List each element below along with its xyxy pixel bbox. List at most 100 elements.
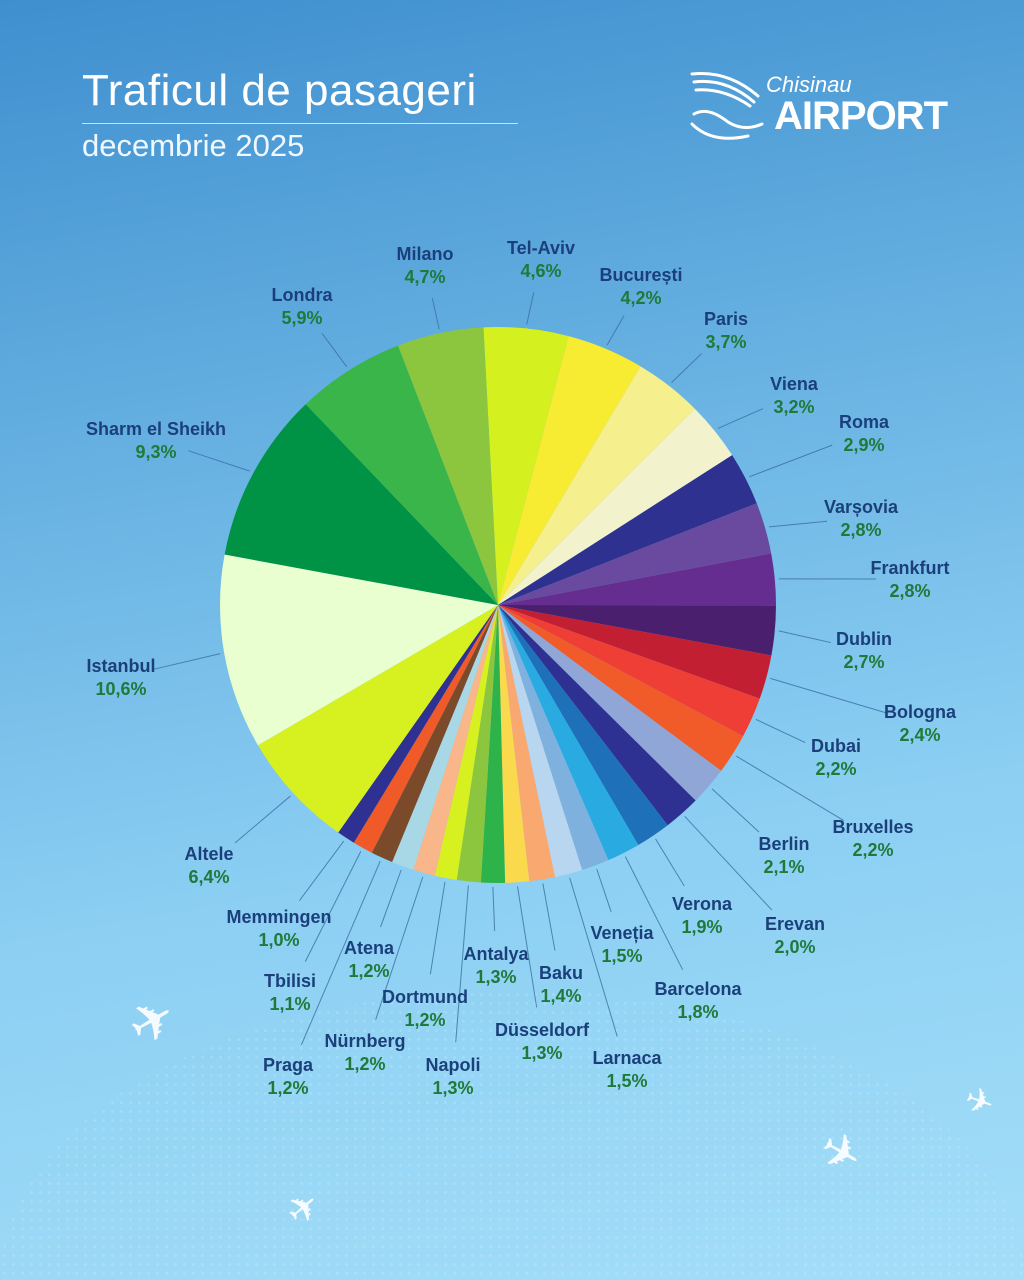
slice-label-value: 1,3% xyxy=(475,967,517,987)
slice-label-value: 2,2% xyxy=(852,840,894,860)
leader-line xyxy=(735,755,845,821)
slice-label-name: București xyxy=(599,265,683,285)
leader-line xyxy=(375,876,424,1020)
slice-label-name: Antalya xyxy=(463,944,529,964)
slice-label-name: Tel-Aviv xyxy=(506,238,576,258)
pie-slice-erevan xyxy=(498,605,696,826)
slice-label-value: 1,3% xyxy=(432,1078,474,1098)
slice-label: Dortmund 1,2% xyxy=(382,986,468,1032)
logo-text-chisinau: Chisinau xyxy=(766,72,852,97)
slice-label-value: 1,2% xyxy=(348,961,390,981)
leader-line xyxy=(711,788,760,833)
slice-label-name: Berlin xyxy=(758,834,810,854)
slice-label-value: 1,9% xyxy=(681,917,723,937)
slice-label-name: Bruxelles xyxy=(832,817,914,837)
logo-text-airport: AIRPORT xyxy=(774,94,948,138)
slice-label: Berlin 2,1% xyxy=(758,833,809,879)
leader-line xyxy=(684,815,773,911)
pie-slice-bologna xyxy=(498,605,772,699)
slice-label-value: 2,0% xyxy=(774,937,816,957)
slice-label-name: Atena xyxy=(343,938,395,958)
slice-label-name: Paris xyxy=(703,309,749,329)
slice-label: Baku 1,4% xyxy=(539,962,583,1008)
slice-label-value: 9,3% xyxy=(135,442,177,462)
slice-label-value: 2,8% xyxy=(889,581,931,601)
pie-slice-dubai xyxy=(498,605,760,737)
leader-line xyxy=(431,298,440,330)
slice-label-value: 2,4% xyxy=(899,725,941,745)
slice-label: Veneția 1,5% xyxy=(590,922,653,968)
leader-line xyxy=(768,520,828,528)
leader-line xyxy=(778,630,831,644)
slice-label: Memmingen 1,0% xyxy=(226,906,331,952)
pie-slice-bucure-ti xyxy=(498,336,641,605)
slice-label-name: Verona xyxy=(671,894,733,914)
slice-label-value: 1,3% xyxy=(521,1043,563,1063)
slice-label: Varșovia 2,8% xyxy=(824,496,898,542)
slice-label-value: 5,9% xyxy=(281,308,323,328)
leader-line xyxy=(455,885,469,1043)
slice-label: Altele 6,4% xyxy=(184,843,233,889)
slice-label: Antalya 1,3% xyxy=(463,943,528,989)
leader-line xyxy=(624,856,684,970)
slice-label: Dublin 2,7% xyxy=(836,628,892,674)
slice-label-value: 1,2% xyxy=(344,1054,386,1074)
wing-hands-icon xyxy=(690,71,764,140)
leader-line xyxy=(298,840,345,902)
slice-label: Verona 1,9% xyxy=(672,893,732,939)
slice-label-name: Barcelona xyxy=(654,979,742,999)
slice-label: Tbilisi 1,1% xyxy=(264,970,316,1016)
leader-line xyxy=(748,444,833,478)
pie-slice-bruxelles xyxy=(498,605,744,771)
slice-label-value: 4,2% xyxy=(620,288,662,308)
slice-label-value: 3,2% xyxy=(773,397,815,417)
slice-label-name: Erevan xyxy=(764,914,826,934)
slice-label-value: 3,7% xyxy=(705,332,747,352)
pie-slice-altele xyxy=(257,605,498,833)
slice-label: Nürnberg 1,2% xyxy=(325,1030,406,1076)
leader-line xyxy=(234,795,291,844)
slice-label-value: 10,6% xyxy=(95,679,147,699)
leader-line xyxy=(153,653,221,670)
slice-label-value: 1,1% xyxy=(269,994,311,1014)
pie-slice-paris xyxy=(498,366,695,605)
slice-label: București 4,2% xyxy=(599,264,682,310)
slice-label-name: Larnaca xyxy=(592,1048,662,1068)
slice-label-name: Veneția xyxy=(590,923,654,943)
slice-label-value: 1,5% xyxy=(601,946,643,966)
slice-label-name: Viena xyxy=(770,374,818,394)
slice-label-value: 1,2% xyxy=(267,1078,309,1098)
leader-line xyxy=(304,851,362,962)
slice-label-name: Frankfurt xyxy=(870,558,950,578)
pie-slice-londra xyxy=(305,345,498,605)
slice-label-name: Londra xyxy=(271,285,333,305)
slice-label: Bruxelles 2,2% xyxy=(832,816,913,862)
slice-label: Roma 2,9% xyxy=(839,411,889,457)
slice-label-name: Nürnberg xyxy=(324,1031,406,1051)
leader-line xyxy=(321,333,348,368)
slice-label-value: 4,6% xyxy=(520,261,562,281)
slice-label: Napoli 1,3% xyxy=(425,1054,480,1100)
slice-label-value: 1,8% xyxy=(677,1002,719,1022)
leader-line xyxy=(300,861,381,1045)
slice-label-name: Napoli xyxy=(425,1055,481,1075)
slice-label-name: Memmingen xyxy=(226,907,332,927)
pie-slice-var-ovia xyxy=(498,503,772,605)
slice-label-name: Dublin xyxy=(836,629,892,649)
slice-label-name: Roma xyxy=(838,412,890,432)
pie-slice-d-sseldorf xyxy=(498,605,530,883)
pie-slice-dublin xyxy=(498,605,776,656)
slice-label-name: Milano xyxy=(396,244,454,264)
leader-line xyxy=(596,868,612,912)
pie-slice-tbilisi xyxy=(353,605,498,853)
slice-label: Erevan 2,0% xyxy=(765,913,825,959)
pie-slice-larnaca xyxy=(498,605,583,878)
pie-slice-tel-aviv xyxy=(483,327,569,605)
pie-slice-praga xyxy=(371,605,498,863)
pie-slice-n-rnberg xyxy=(413,605,498,876)
slice-label-name: Dubai xyxy=(810,736,862,756)
pie-slice-vene-ia xyxy=(498,605,609,870)
pie-slice-roma xyxy=(498,455,757,605)
slice-label-name: Düsseldorf xyxy=(494,1020,590,1040)
leader-line xyxy=(380,869,402,928)
